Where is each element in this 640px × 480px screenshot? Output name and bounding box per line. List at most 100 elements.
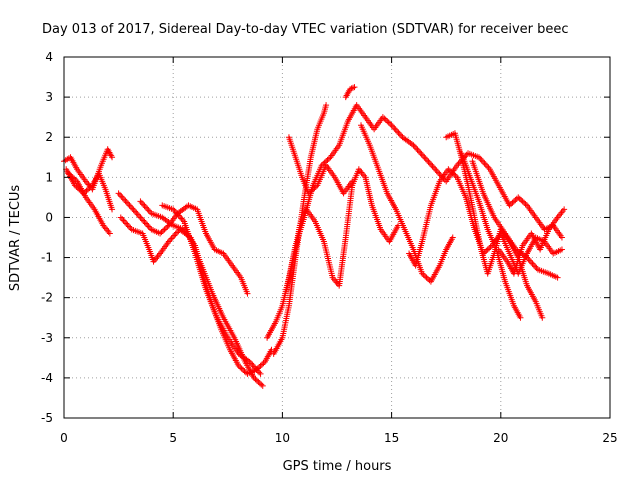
data-point bbox=[141, 218, 148, 225]
data-point bbox=[382, 116, 389, 123]
data-point bbox=[392, 126, 399, 133]
x-tick-label: 10 bbox=[275, 431, 290, 445]
data-point bbox=[484, 163, 491, 170]
data-point bbox=[258, 381, 265, 388]
data-point bbox=[435, 169, 442, 176]
data-point bbox=[157, 230, 164, 237]
y-tick-label: -5 bbox=[41, 411, 53, 425]
data-point bbox=[120, 217, 127, 224]
data-point bbox=[558, 246, 565, 253]
data-point bbox=[158, 229, 165, 236]
data-point bbox=[418, 151, 425, 158]
data-points bbox=[61, 84, 568, 389]
data-point bbox=[483, 247, 490, 254]
data-point bbox=[255, 378, 262, 385]
data-point bbox=[381, 115, 388, 122]
data-point bbox=[117, 214, 124, 221]
data-point bbox=[127, 203, 134, 210]
plot-frame bbox=[63, 56, 611, 419]
data-point bbox=[307, 189, 314, 196]
y-tick-label: 2 bbox=[45, 130, 53, 144]
x-tick-labels: 0 5 10 15 20 25 bbox=[60, 431, 617, 445]
data-point bbox=[417, 149, 424, 156]
data-point bbox=[134, 211, 141, 218]
y-tick-label: -2 bbox=[41, 291, 53, 305]
data-point bbox=[259, 361, 266, 368]
data-point bbox=[122, 197, 129, 204]
data-point bbox=[126, 202, 133, 209]
data-point bbox=[421, 154, 428, 161]
data-point bbox=[109, 206, 116, 213]
data-point bbox=[422, 273, 429, 280]
data-point bbox=[160, 227, 167, 234]
data-point bbox=[512, 197, 519, 204]
data-point bbox=[69, 174, 76, 181]
data-point bbox=[379, 114, 386, 121]
data-point bbox=[384, 118, 391, 125]
data-point bbox=[86, 185, 93, 192]
data-point bbox=[516, 195, 523, 202]
data-point bbox=[251, 374, 258, 381]
data-point bbox=[526, 257, 533, 264]
data-point bbox=[131, 208, 138, 215]
data-point bbox=[124, 221, 131, 228]
data-point bbox=[424, 157, 431, 164]
data-point bbox=[119, 194, 126, 201]
data-point bbox=[478, 157, 485, 164]
data-point bbox=[119, 215, 126, 222]
data-point bbox=[530, 262, 537, 269]
data-point bbox=[507, 201, 514, 208]
data-point bbox=[244, 290, 251, 297]
data-point bbox=[481, 249, 488, 256]
data-point bbox=[486, 245, 493, 252]
data-point bbox=[72, 177, 79, 184]
data-point bbox=[130, 206, 137, 213]
data-point bbox=[136, 212, 143, 219]
x-tick-label: 15 bbox=[384, 431, 399, 445]
data-point bbox=[388, 122, 395, 129]
data-point bbox=[414, 146, 421, 153]
data-point bbox=[144, 221, 151, 228]
data-point bbox=[137, 198, 144, 205]
data-point bbox=[389, 123, 396, 130]
x-tick-label: 0 bbox=[60, 431, 68, 445]
data-point bbox=[517, 314, 524, 321]
data-point bbox=[429, 163, 436, 170]
data-point bbox=[85, 186, 92, 193]
data-point bbox=[509, 199, 516, 206]
data-point bbox=[519, 198, 526, 205]
data-point bbox=[554, 274, 561, 281]
data-point bbox=[121, 218, 128, 225]
data-point bbox=[484, 246, 491, 253]
data-point bbox=[144, 205, 151, 212]
data-point bbox=[411, 143, 418, 150]
data-point bbox=[140, 217, 147, 224]
data-point bbox=[142, 220, 149, 227]
data-point bbox=[510, 198, 517, 205]
data-point bbox=[398, 132, 405, 139]
data-point bbox=[171, 232, 178, 239]
data-point bbox=[161, 226, 168, 233]
data-point bbox=[71, 175, 78, 182]
data-point bbox=[539, 314, 546, 321]
y-tick-labels: -5 -4 -3 -2 -1 0 1 2 3 4 bbox=[41, 50, 53, 425]
y-tick-label: 1 bbox=[45, 170, 53, 184]
data-point bbox=[140, 201, 147, 208]
data-point bbox=[253, 377, 260, 384]
data-point bbox=[241, 368, 248, 375]
data-point bbox=[106, 230, 113, 237]
data-point bbox=[350, 84, 357, 91]
data-point bbox=[257, 370, 264, 377]
data-point bbox=[252, 376, 259, 383]
data-point bbox=[515, 194, 522, 201]
x-tick-label: 20 bbox=[493, 431, 508, 445]
data-point bbox=[391, 125, 398, 132]
data-point bbox=[137, 214, 144, 221]
data-point bbox=[506, 202, 513, 209]
data-point bbox=[423, 274, 430, 281]
data-point bbox=[311, 185, 318, 192]
data-point bbox=[237, 364, 244, 371]
data-point bbox=[121, 196, 128, 203]
data-point bbox=[123, 220, 130, 227]
